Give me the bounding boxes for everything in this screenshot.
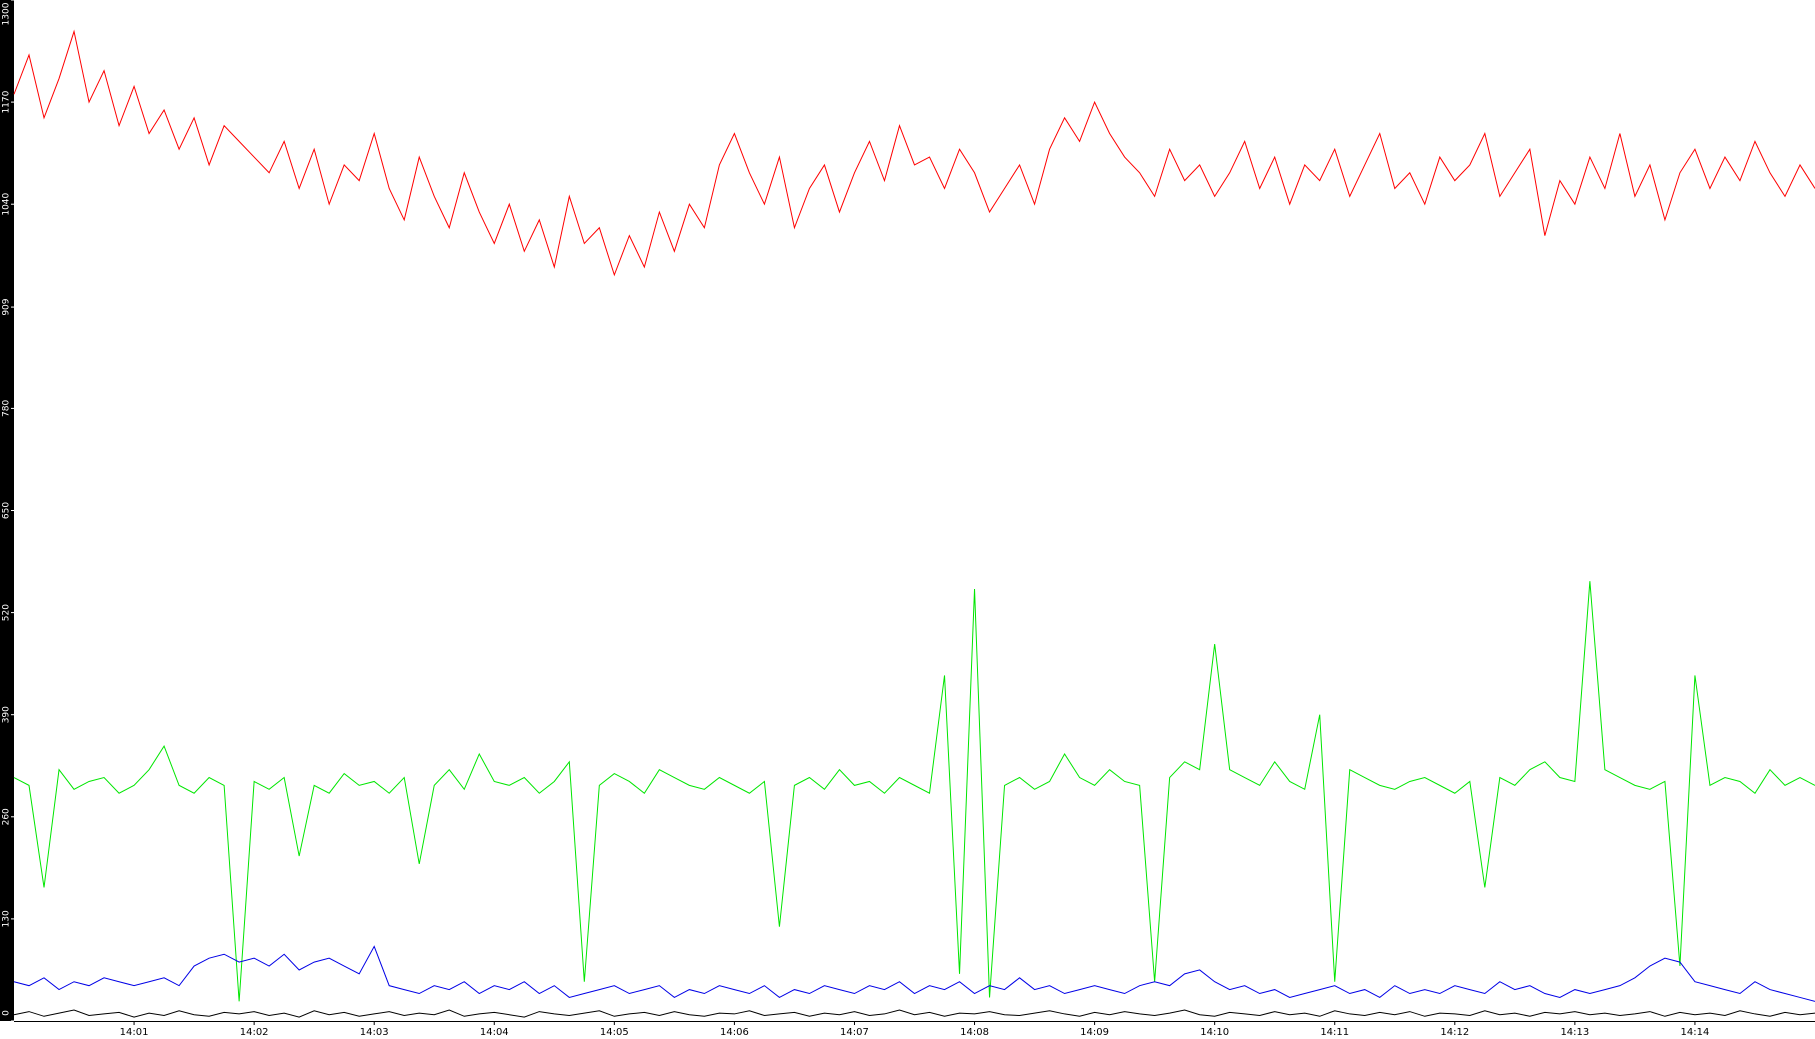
x-tick-label: 14:07 <box>840 1027 869 1038</box>
series-line <box>13 29 1815 277</box>
y-tick-label: 909 <box>2 298 12 315</box>
y-tick-label: 520 <box>2 604 12 621</box>
y-tick-label: 1040 <box>2 192 12 215</box>
x-tick-label: 14:14 <box>1681 1027 1710 1038</box>
x-tick-label: 14:04 <box>480 1027 509 1038</box>
x-tick-label: 14:13 <box>1560 1027 1589 1038</box>
y-tick-label: 130 <box>2 910 12 927</box>
series-line <box>13 1009 1815 1018</box>
y-tick-label: 780 <box>2 400 12 417</box>
y-tick-label: 1170 <box>2 90 12 113</box>
y-tick-label: 390 <box>2 706 12 723</box>
y-tick-label: 260 <box>2 808 12 825</box>
x-tick-label: 14:05 <box>600 1027 629 1038</box>
y-axis-strip <box>0 0 14 1021</box>
y-tick-label: 650 <box>2 502 12 519</box>
x-tick-label: 14:03 <box>360 1027 389 1038</box>
series-line <box>13 945 1815 1002</box>
x-tick-label: 14:01 <box>120 1027 149 1038</box>
x-tick-label: 14:06 <box>720 1027 749 1038</box>
x-tick-label: 14:09 <box>1080 1027 1109 1038</box>
x-tick-label: 14:12 <box>1440 1027 1469 1038</box>
x-tick-label: 14:11 <box>1320 1027 1349 1038</box>
y-tick-label: 0 <box>2 1010 12 1016</box>
y-tick-label: 1300 <box>2 2 12 25</box>
x-tick-label: 14:02 <box>240 1027 269 1038</box>
series-line <box>13 581 1815 1002</box>
x-tick-label: 14:08 <box>960 1027 989 1038</box>
x-tick-label: 14:10 <box>1200 1027 1229 1038</box>
